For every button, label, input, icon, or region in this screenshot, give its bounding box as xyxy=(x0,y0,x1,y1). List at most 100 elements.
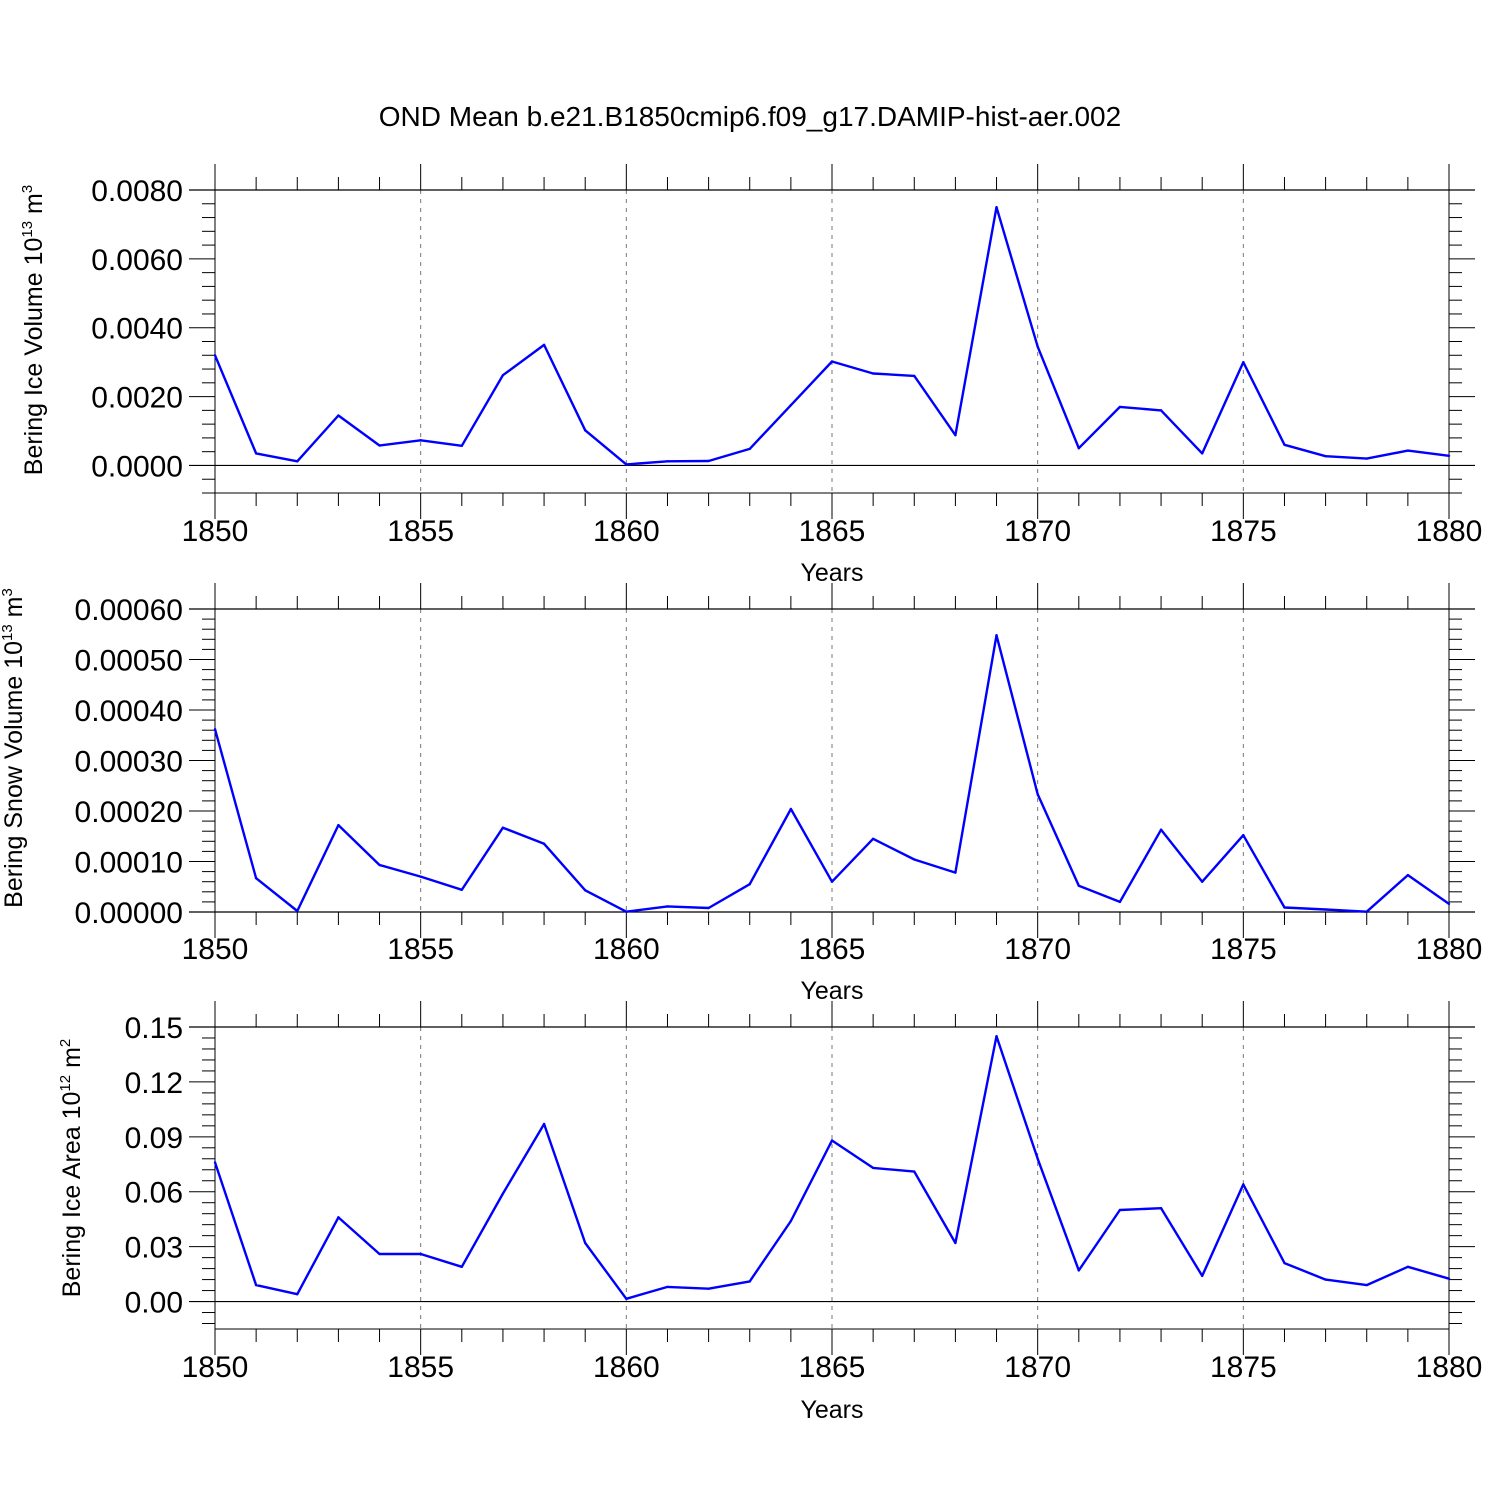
y-tick-label: 0.00 xyxy=(125,1287,183,1320)
data-point xyxy=(913,858,916,861)
y-tick-label: 0.00000 xyxy=(75,897,183,930)
x-tick-label: 1850 xyxy=(182,1351,249,1384)
data-point xyxy=(501,374,505,377)
data-point xyxy=(1283,906,1286,909)
x-tick-label: 1880 xyxy=(1416,1351,1483,1384)
data-point xyxy=(254,1283,258,1287)
x-axis-title: Years xyxy=(800,977,863,1005)
data-point xyxy=(501,826,505,829)
x-tick-label: 1855 xyxy=(387,515,454,548)
data-point xyxy=(584,429,587,432)
x-tick-label: 1870 xyxy=(1004,1351,1071,1384)
data-point xyxy=(1283,443,1286,446)
data-point xyxy=(625,910,628,913)
data-point xyxy=(378,863,381,867)
data-point xyxy=(254,452,258,455)
y-tick-label: 0.03 xyxy=(125,1232,183,1265)
panels: 0.0000 0.0020 0.0040 0.0060 0.0080 1850 1855 18… xyxy=(0,164,1482,1424)
data-point xyxy=(1201,1274,1204,1278)
y-tick-label: 0.0040 xyxy=(91,313,183,346)
data-point xyxy=(1118,900,1122,904)
y-tick-label: 0.15 xyxy=(125,1012,183,1045)
y-tick-label: 0.00060 xyxy=(75,594,183,627)
data-point xyxy=(1118,1208,1122,1212)
y-tick-label: 0.0000 xyxy=(91,450,183,483)
data-point xyxy=(213,354,217,357)
y-tick-label: 0.00020 xyxy=(75,796,183,829)
data-point xyxy=(1036,1157,1039,1160)
x-tick-label: 1870 xyxy=(1004,933,1071,966)
data-point xyxy=(748,447,751,451)
x-tick-label: 1880 xyxy=(1416,515,1483,548)
y-tick-label: 0.0020 xyxy=(91,382,183,415)
data-point xyxy=(378,444,381,447)
data-point xyxy=(542,343,546,347)
x-tick-label: 1860 xyxy=(593,1351,660,1384)
data-point xyxy=(995,1034,998,1038)
data-point xyxy=(1324,1278,1327,1281)
data-point xyxy=(1406,873,1410,877)
data-point xyxy=(625,1297,628,1301)
data-point xyxy=(1447,1277,1451,1280)
data-point xyxy=(707,459,710,463)
data-point xyxy=(1447,902,1451,906)
data-point xyxy=(666,460,669,463)
panel-ice-area: 0.00 0.03 0.06 0.09 0.12 0.15 1850 1855 1860 1865… xyxy=(57,1001,1482,1424)
y-tick-label: 0.00010 xyxy=(75,847,183,880)
data-point xyxy=(1324,908,1327,911)
data-point xyxy=(419,439,422,442)
data-point xyxy=(913,1170,916,1173)
x-axis-title: Years xyxy=(800,559,863,587)
data-point xyxy=(460,888,463,891)
y-tick-label: 0.00050 xyxy=(75,645,183,678)
data-point xyxy=(254,876,258,880)
data-point xyxy=(1036,345,1039,348)
data-point xyxy=(830,360,834,363)
data-point xyxy=(954,433,957,437)
data-point xyxy=(789,403,793,407)
x-tick-label: 1870 xyxy=(1004,515,1071,548)
data-point xyxy=(1324,454,1327,458)
data-point xyxy=(830,1139,834,1142)
data-point xyxy=(871,1166,875,1170)
x-tick-label: 1850 xyxy=(182,933,249,966)
y-tick-label: 0.09 xyxy=(125,1122,183,1155)
data-point xyxy=(666,1285,669,1289)
data-point xyxy=(1077,1269,1081,1272)
y-tick-label: 0.0060 xyxy=(91,244,183,277)
data-point xyxy=(954,871,957,874)
data-point xyxy=(296,909,299,913)
data-point xyxy=(213,1161,217,1164)
data-point xyxy=(419,1252,422,1256)
x-tick-label: 1865 xyxy=(799,933,866,966)
data-point xyxy=(337,414,340,417)
data-point xyxy=(1242,360,1245,364)
x-tick-label: 1875 xyxy=(1210,933,1277,966)
data-point xyxy=(584,1241,587,1245)
data-point xyxy=(1365,457,1368,460)
data-point xyxy=(337,823,340,827)
x-tick-label: 1855 xyxy=(387,933,454,966)
panel-snow-volume: 0.00000 0.00010 0.00020 0.00030 0.00040 0.000… xyxy=(0,583,1482,1005)
data-point xyxy=(542,1122,546,1126)
data-point xyxy=(584,889,587,892)
data-point xyxy=(1159,409,1163,412)
y-axis-title: Bering Snow Volume 1013 m3 xyxy=(0,588,28,908)
data-point xyxy=(1077,884,1081,887)
data-point xyxy=(748,1280,751,1283)
data-point xyxy=(830,880,834,883)
panel-ice-volume: 0.0000 0.0020 0.0040 0.0060 0.0080 1850 1855 18… xyxy=(19,164,1482,587)
data-point xyxy=(1201,452,1204,455)
data-point xyxy=(871,372,875,375)
y-tick-label: 0.12 xyxy=(125,1067,183,1100)
x-tick-label: 1855 xyxy=(387,1351,454,1384)
data-point xyxy=(213,727,217,731)
x-tick-label: 1850 xyxy=(182,515,249,548)
data-point xyxy=(1406,449,1410,452)
x-tick-label: 1880 xyxy=(1416,933,1483,966)
x-tick-label: 1865 xyxy=(799,515,866,548)
data-point xyxy=(995,206,998,209)
data-point xyxy=(460,444,463,448)
data-point xyxy=(913,374,916,378)
